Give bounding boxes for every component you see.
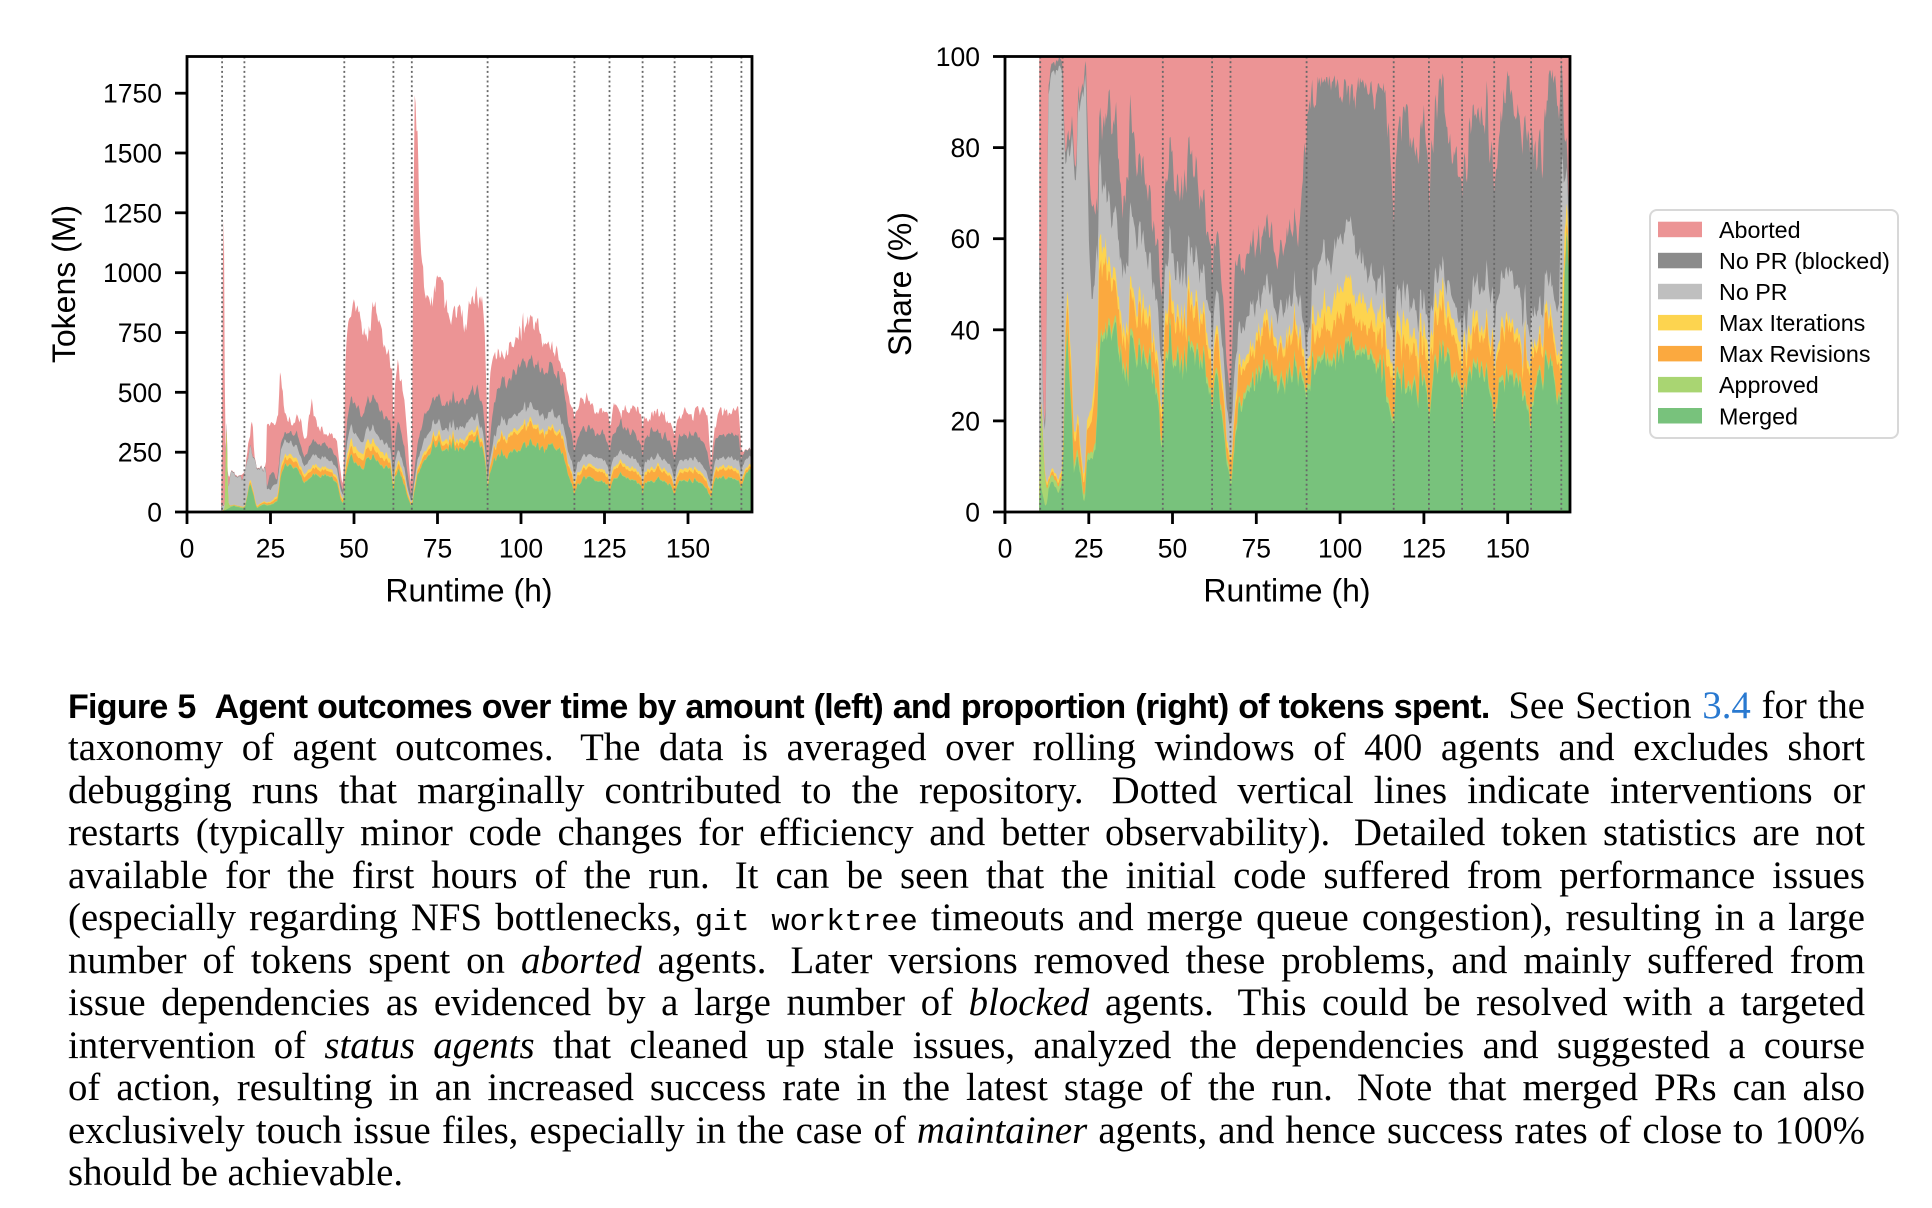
svg-text:150: 150 <box>1486 534 1530 564</box>
svg-text:Tokens (M): Tokens (M) <box>46 205 82 363</box>
svg-text:100: 100 <box>1318 534 1362 564</box>
svg-text:125: 125 <box>582 534 626 564</box>
svg-text:25: 25 <box>256 534 285 564</box>
svg-text:60: 60 <box>951 224 980 254</box>
svg-text:500: 500 <box>118 378 162 408</box>
svg-text:80: 80 <box>951 133 980 163</box>
svg-text:0: 0 <box>180 534 195 564</box>
svg-text:100: 100 <box>936 42 980 72</box>
svg-text:250: 250 <box>118 438 162 468</box>
svg-text:1250: 1250 <box>103 198 162 228</box>
svg-text:150: 150 <box>666 534 710 564</box>
svg-text:0: 0 <box>965 498 980 528</box>
svg-text:Aborted: Aborted <box>1719 217 1801 243</box>
svg-text:Runtime (h): Runtime (h) <box>1203 573 1370 609</box>
svg-text:20: 20 <box>951 406 980 436</box>
svg-text:75: 75 <box>1242 534 1271 564</box>
svg-text:1500: 1500 <box>103 139 162 169</box>
svg-text:No PR (blocked): No PR (blocked) <box>1719 248 1890 274</box>
svg-text:750: 750 <box>118 318 162 348</box>
svg-text:Merged: Merged <box>1719 403 1798 429</box>
svg-text:Share (%): Share (%) <box>882 212 918 356</box>
svg-text:0: 0 <box>998 534 1013 564</box>
svg-text:75: 75 <box>423 534 452 564</box>
svg-text:40: 40 <box>951 315 980 345</box>
svg-text:0: 0 <box>147 498 162 528</box>
svg-text:50: 50 <box>339 534 368 564</box>
svg-text:1750: 1750 <box>103 79 162 109</box>
svg-text:Max Revisions: Max Revisions <box>1719 341 1870 367</box>
svg-text:50: 50 <box>1158 534 1187 564</box>
svg-text:25: 25 <box>1074 534 1103 564</box>
svg-text:Runtime (h): Runtime (h) <box>385 573 552 609</box>
svg-text:125: 125 <box>1402 534 1446 564</box>
svg-text:Max Iterations: Max Iterations <box>1719 310 1865 336</box>
svg-text:No PR: No PR <box>1719 279 1788 305</box>
svg-text:100: 100 <box>499 534 543 564</box>
svg-text:Approved: Approved <box>1719 372 1819 398</box>
svg-text:1000: 1000 <box>103 258 162 288</box>
